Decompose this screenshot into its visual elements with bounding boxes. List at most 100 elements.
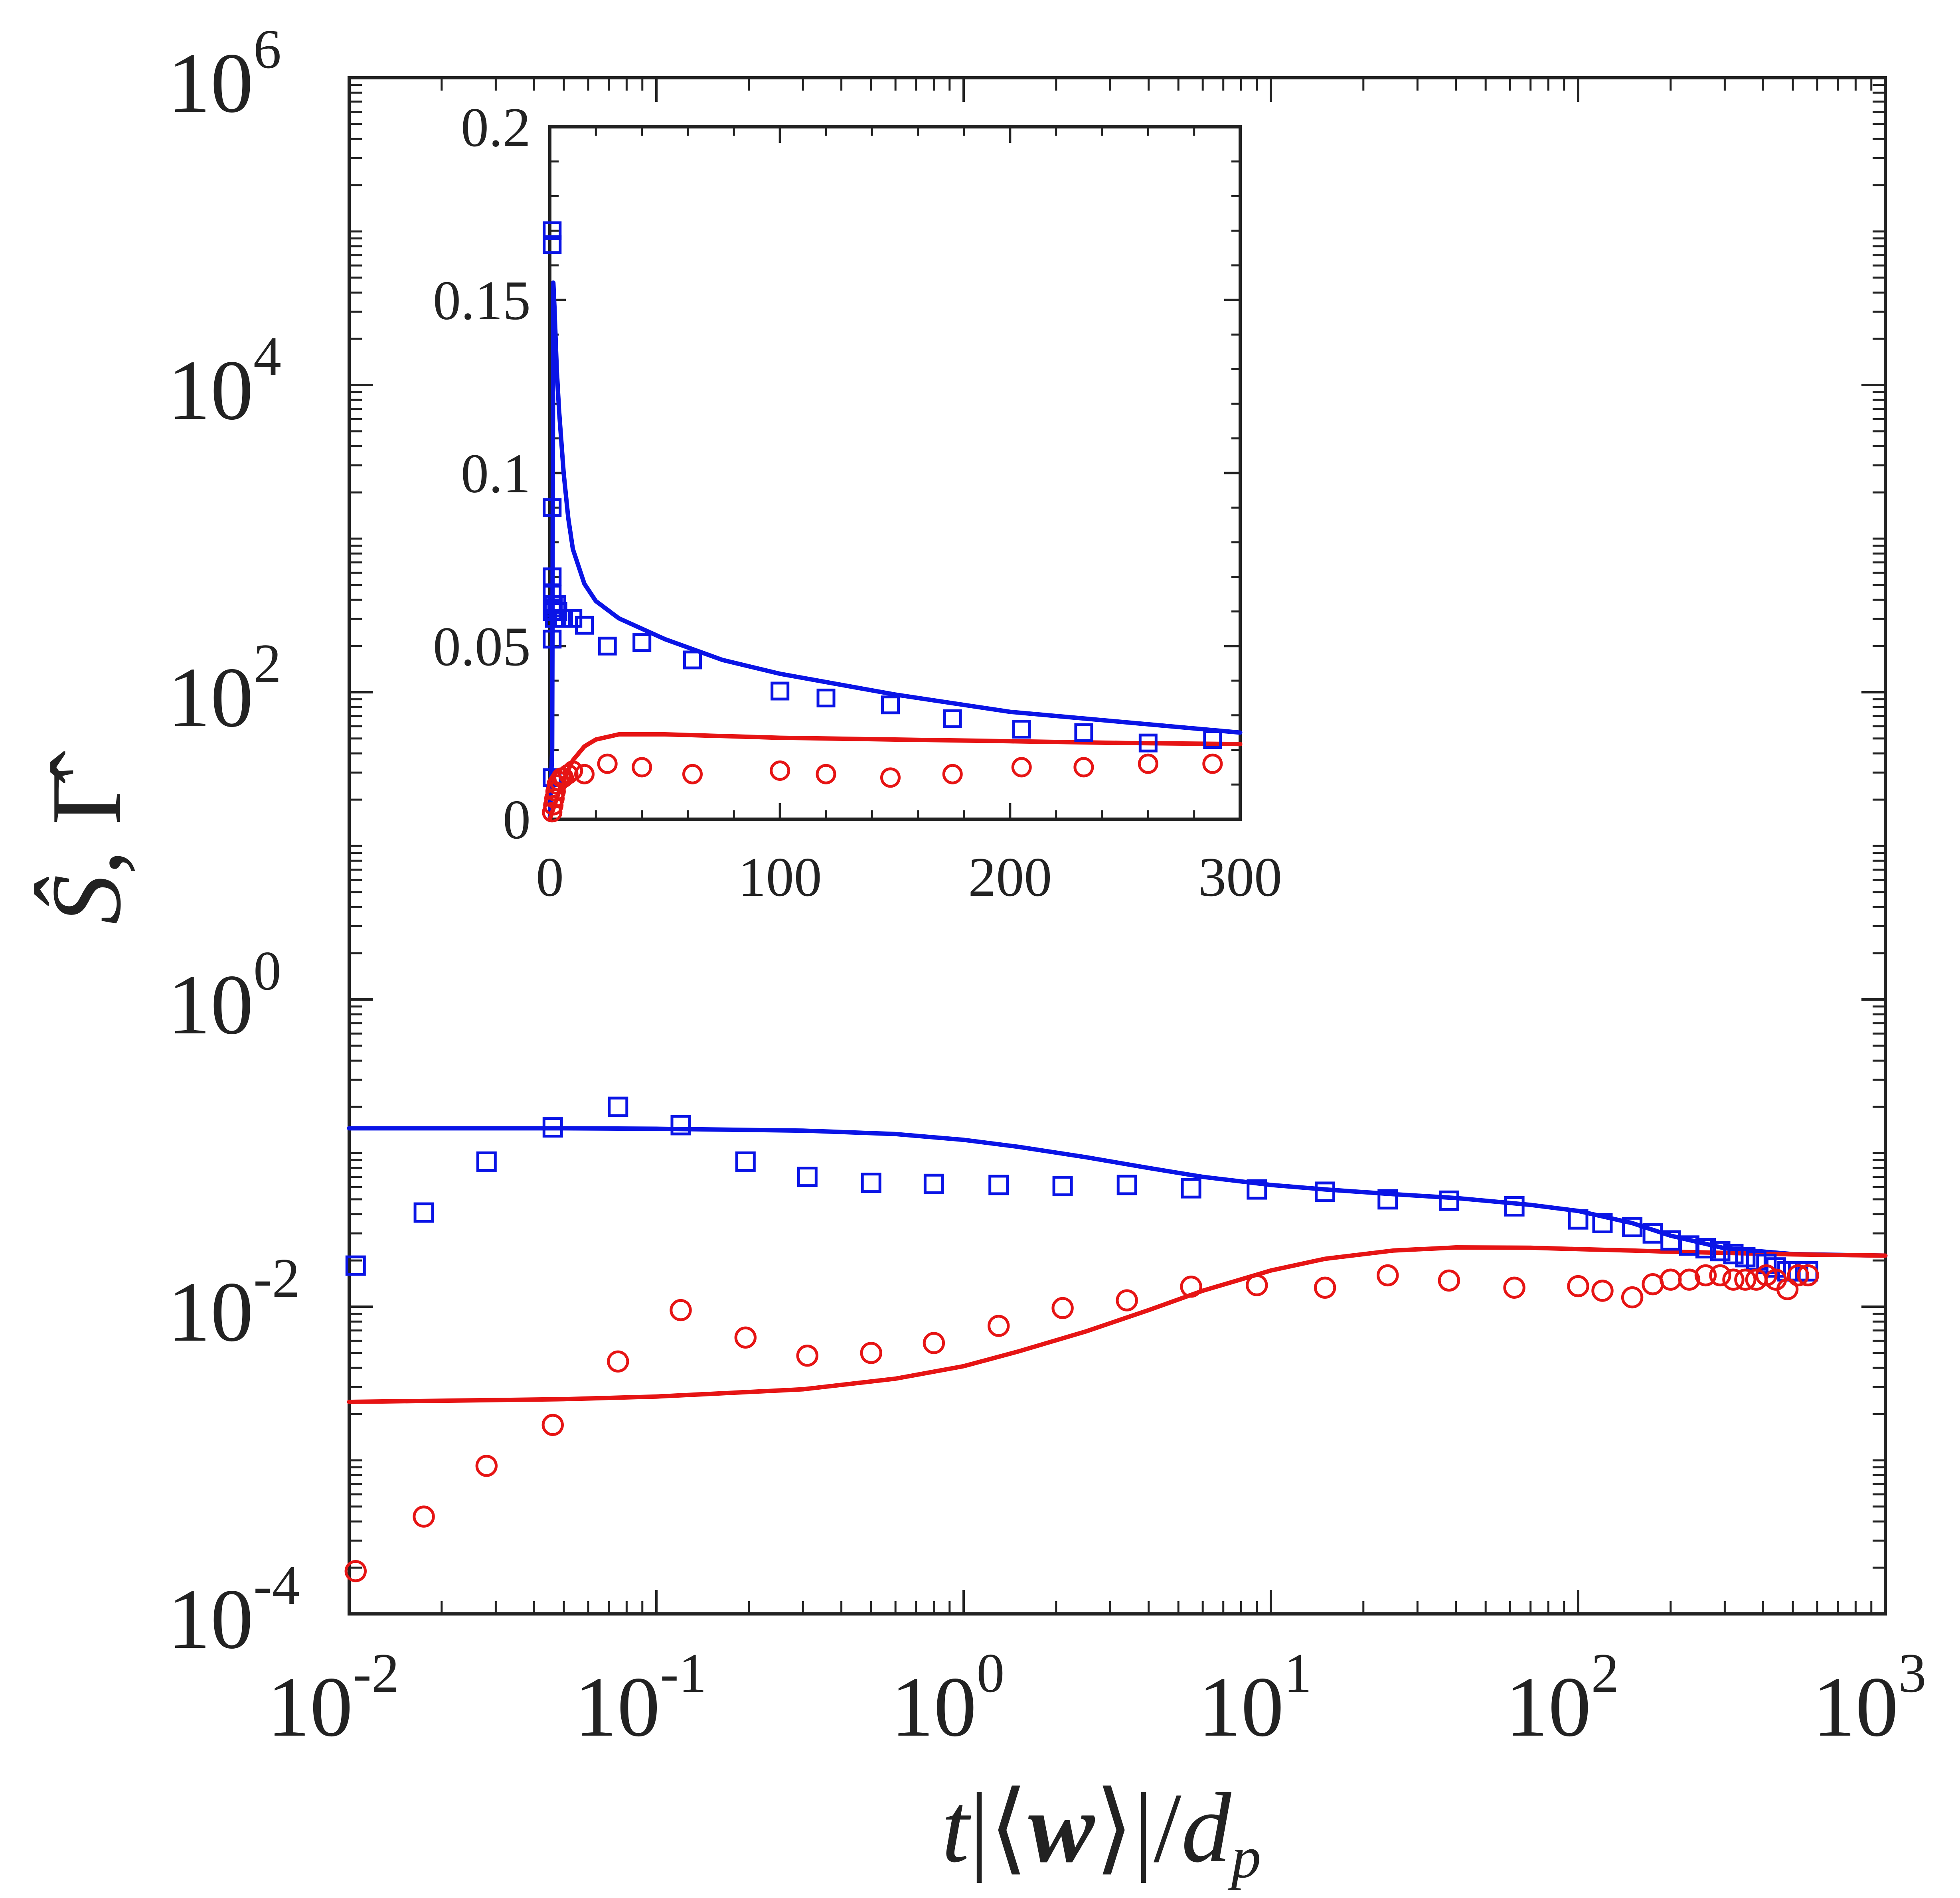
main-s-data-point	[542, 1117, 563, 1138]
main-s-data-point	[1723, 1244, 1744, 1264]
main-s-data-point	[413, 1202, 434, 1223]
main-gamma-data-point	[1776, 1278, 1799, 1300]
main-s-data-point	[1622, 1217, 1643, 1237]
inset-gamma-data-point	[632, 757, 652, 778]
main-gamma-data-point	[413, 1505, 435, 1528]
main-gamma-data-point	[1246, 1274, 1268, 1296]
inset-series-layer	[542, 221, 1243, 823]
inset-s-data-point	[632, 633, 652, 652]
main-s-data-point	[1052, 1176, 1073, 1197]
main-gamma-data-point	[1377, 1264, 1399, 1287]
y-axis-title: Ŝ, Γ̂	[31, 751, 142, 925]
main-gamma-data-point	[923, 1332, 945, 1354]
inset-gamma-data-point	[1011, 757, 1032, 778]
inset-gamma-data-point	[682, 764, 703, 784]
main-gamma-data-point	[734, 1326, 757, 1349]
main-s-data-point	[1438, 1190, 1459, 1211]
inset-y-tick-label: 0	[503, 789, 531, 851]
inset-gamma-data-point	[574, 764, 595, 784]
main-s-data-point	[1592, 1213, 1613, 1233]
y-tick-label: 104	[168, 326, 281, 438]
inset-y-tick-label: 0.15	[433, 270, 531, 332]
inset-plot: 0 100 200 300 0 0.05 0.1 0.15 0.2	[433, 97, 1282, 908]
inset-y-tick-label: 0.05	[433, 616, 531, 677]
main-plot: 10-2 10-1 100 101 102 103 10-410-210010210410…	[31, 18, 1926, 1890]
inset-y-tick-label: 0.2	[461, 97, 531, 158]
main-s-data-point	[988, 1175, 1009, 1195]
main-s-model-line	[347, 1126, 1888, 1258]
inset-gamma-data-point	[563, 760, 583, 781]
main-gamma-data-point	[1797, 1264, 1819, 1287]
main-s-data-point	[1504, 1196, 1525, 1217]
inset-gamma-data-point	[816, 764, 836, 784]
y-tick-label: 100	[168, 940, 281, 1052]
inset-gamma-data-point	[558, 764, 579, 784]
inset-y-tick-labels: 0 0.05 0.1 0.15 0.2	[433, 97, 531, 851]
inset-s-data-point	[816, 688, 836, 707]
main-gamma-data-point	[344, 1560, 367, 1582]
main-s-data-point	[861, 1173, 881, 1193]
main-gamma-model-line	[347, 1245, 1888, 1404]
main-gamma-data-point	[988, 1315, 1010, 1337]
main-s-data-point	[797, 1167, 818, 1187]
main-gamma-data-point	[1787, 1264, 1809, 1287]
main-s-data-point	[1735, 1247, 1756, 1268]
x-axis-title: t|⟨w⟩|/dp	[942, 1773, 1261, 1890]
main-gamma-data-point	[1567, 1275, 1589, 1298]
main-gamma-data-point	[1314, 1276, 1336, 1299]
inset-gamma-data-point	[770, 760, 790, 781]
main-gamma-data-point	[1438, 1269, 1460, 1292]
inset-s-data-point	[575, 616, 594, 635]
inset-s-data-point	[881, 695, 900, 715]
y-tick-label: 10-4	[168, 1554, 300, 1667]
main-gamma-data-point	[1591, 1280, 1614, 1302]
inset-s-model-line	[547, 280, 1243, 822]
main-gamma-data-point	[1722, 1268, 1745, 1291]
main-gamma-data-point	[1051, 1297, 1074, 1319]
main-gamma-data-point	[1621, 1286, 1644, 1309]
y-tick-label: 106	[168, 18, 281, 130]
main-gamma-data-point	[1709, 1264, 1731, 1287]
main-gamma-data-point	[860, 1342, 882, 1364]
main-s-data-point	[1710, 1241, 1731, 1262]
y-tick-label: 10-2	[168, 1247, 300, 1359]
main-gamma-data-point	[1503, 1276, 1525, 1299]
y-tick-label: 102	[168, 633, 281, 745]
main-gamma-data-point	[475, 1455, 498, 1477]
inset-s-data-point	[543, 498, 562, 517]
inset-gamma-data-point	[1202, 753, 1223, 774]
main-s-data-point	[923, 1173, 944, 1194]
inset-x-tick-label: 200	[968, 846, 1052, 908]
main-s-data-point	[608, 1096, 628, 1117]
inset-y-tick-label: 0.1	[461, 443, 531, 505]
main-s-data-point	[1116, 1175, 1137, 1195]
main-gamma-data-point	[796, 1345, 819, 1367]
main-gamma-data-point	[1734, 1268, 1756, 1291]
inset-gamma-data-point	[1138, 753, 1158, 774]
main-s-data-point	[735, 1151, 756, 1172]
main-x-tick-labels: 10-2 10-1 100 101 102 103	[267, 1642, 1926, 1754]
inset-s-data-point	[543, 221, 562, 240]
inset-gamma-data-point	[1073, 757, 1094, 778]
inset-s-data-point	[1074, 723, 1093, 742]
x-tick-label: 100	[891, 1642, 1005, 1754]
inset-gamma-data-point	[880, 767, 901, 788]
main-s-data-point	[1377, 1189, 1398, 1210]
x-tick-label: 10-2	[267, 1642, 399, 1754]
inset-s-data-point	[543, 630, 562, 649]
x-tick-label: 10-1	[574, 1642, 707, 1754]
main-s-data-point	[345, 1255, 366, 1276]
main-s-data-point	[1315, 1181, 1336, 1202]
main-s-data-point	[476, 1151, 497, 1172]
main-s-data-point	[670, 1115, 691, 1136]
x-tick-label: 103	[1813, 1642, 1926, 1754]
inset-s-data-point	[1012, 720, 1031, 739]
main-y-tick-labels: 10-4 10-2 100 102 104 106	[168, 18, 300, 1667]
main-gamma-data-point	[1180, 1276, 1202, 1298]
inset-x-tick-label: 0	[536, 846, 564, 908]
inset-s-data-point	[1203, 730, 1222, 749]
inset-gamma-data-point	[942, 764, 963, 784]
inset-x-tick-label: 300	[1198, 846, 1282, 908]
